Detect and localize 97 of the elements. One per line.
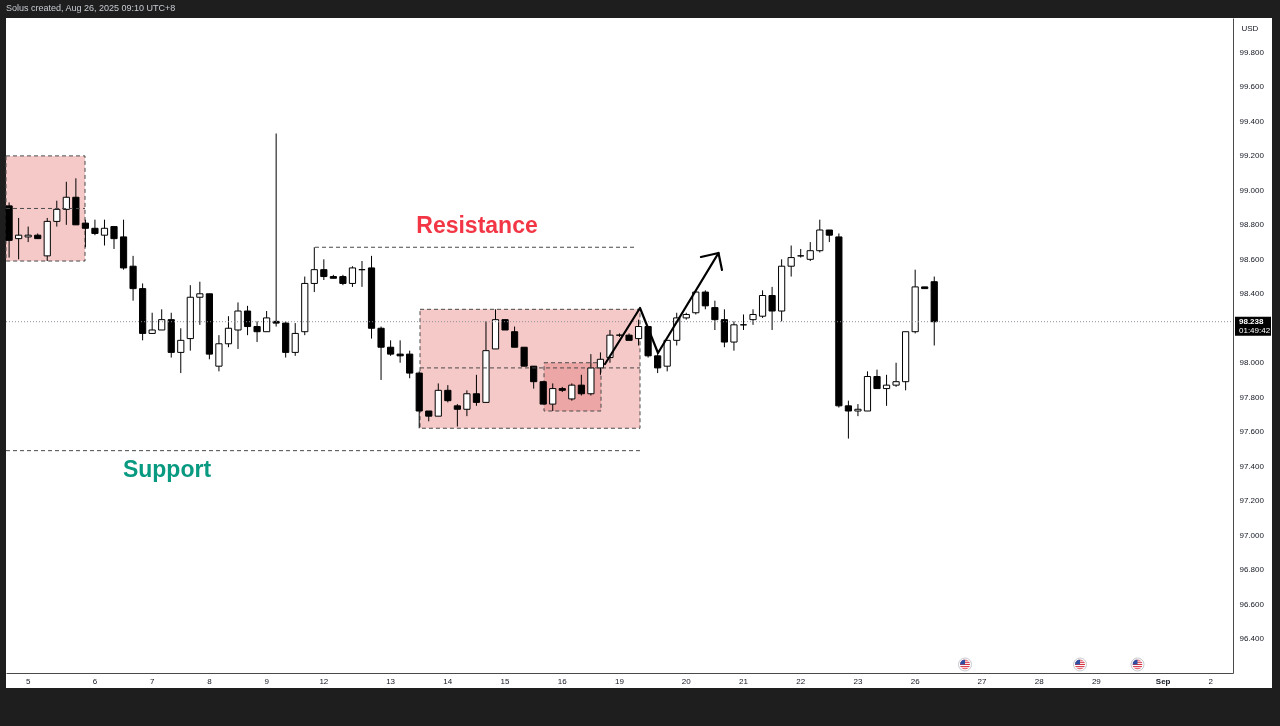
candlestick bbox=[873, 369, 881, 390]
candlestick bbox=[396, 339, 404, 364]
candlestick bbox=[243, 305, 252, 336]
x-tick-label: 23 bbox=[853, 676, 863, 686]
y-tick-label: 98.800 bbox=[1239, 220, 1265, 230]
x-tick-label: 8 bbox=[207, 676, 213, 686]
x-tick-label: 19 bbox=[615, 676, 625, 686]
y-tick-label: 97.400 bbox=[1239, 461, 1265, 471]
candlestick bbox=[758, 289, 767, 319]
ref-line-label: Support bbox=[122, 455, 212, 482]
ref-line-label: Resistance bbox=[416, 212, 538, 239]
candlestick bbox=[100, 219, 109, 247]
candlestick bbox=[158, 308, 166, 331]
candlestick bbox=[730, 320, 738, 352]
candlestick bbox=[711, 300, 719, 331]
y-axis-title: USD bbox=[1241, 23, 1259, 33]
candlestick bbox=[177, 327, 185, 374]
candlestick bbox=[263, 310, 271, 333]
candlestick bbox=[520, 346, 528, 367]
candlestick bbox=[196, 281, 204, 326]
candlestick bbox=[816, 219, 824, 253]
candlestick bbox=[291, 322, 299, 357]
x-tick-label: 6 bbox=[92, 676, 98, 686]
candlestick bbox=[806, 241, 814, 262]
y-tick-label: 99.800 bbox=[1239, 47, 1265, 57]
x-tick-label: 14 bbox=[443, 676, 453, 686]
x-tick-label: 20 bbox=[681, 676, 692, 686]
candlestick bbox=[634, 319, 643, 346]
candlestick bbox=[577, 374, 585, 396]
candlestick bbox=[320, 258, 328, 281]
candlestick bbox=[91, 219, 99, 236]
candlestick bbox=[654, 351, 662, 374]
candlestick bbox=[15, 217, 23, 260]
candlestick bbox=[406, 350, 414, 379]
y-tick-label: 97.000 bbox=[1239, 530, 1265, 540]
x-tick-label: 9 bbox=[264, 676, 270, 686]
x-tick-label: 27 bbox=[977, 676, 987, 686]
candlestick bbox=[510, 326, 519, 348]
candlestick bbox=[844, 400, 852, 440]
candlestick bbox=[215, 334, 223, 372]
candlestick bbox=[768, 286, 776, 331]
x-tick-label: 2 bbox=[1208, 676, 1214, 686]
y-tick-label: 97.800 bbox=[1239, 392, 1265, 402]
x-tick-label: 28 bbox=[1034, 676, 1045, 686]
y-tick-label: 98.600 bbox=[1239, 254, 1265, 264]
y-tick-label: 96.800 bbox=[1239, 565, 1265, 575]
candlestick bbox=[224, 315, 233, 348]
x-tick-label: 21 bbox=[739, 676, 749, 686]
x-tick-label: 5 bbox=[25, 676, 31, 686]
ref-line-label: 98.238 bbox=[1239, 316, 1265, 326]
candlestick bbox=[53, 200, 61, 228]
candlestick bbox=[62, 181, 70, 226]
x-tick-label: 13 bbox=[386, 676, 396, 686]
candlestick bbox=[549, 382, 557, 412]
candlestick bbox=[854, 403, 862, 417]
x-tick-label: Sep bbox=[1155, 676, 1171, 686]
candlestick bbox=[882, 374, 891, 407]
candlestick bbox=[310, 246, 318, 293]
text: 01:49:42 bbox=[1239, 326, 1271, 336]
x-tick-label: 12 bbox=[319, 676, 329, 686]
y-tick-label: 99.000 bbox=[1239, 185, 1265, 195]
candlestick bbox=[453, 403, 461, 428]
y-tick-label: 97.600 bbox=[1239, 427, 1265, 437]
y-tick-label: 96.600 bbox=[1239, 599, 1265, 609]
candlestick bbox=[472, 374, 481, 407]
x-tick-label: 22 bbox=[796, 676, 806, 686]
y-tick-label: 98.000 bbox=[1239, 358, 1265, 368]
candlestick bbox=[596, 351, 605, 376]
x-tick-label: 29 bbox=[1091, 676, 1102, 686]
y-tick-label: 98.400 bbox=[1239, 289, 1265, 299]
y-tick-label: 99.200 bbox=[1239, 151, 1265, 161]
text: Solus created, Aug 26, 2025 09:10 UTC+8 bbox=[6, 3, 176, 14]
candlestick bbox=[129, 255, 137, 302]
candlestick bbox=[787, 245, 795, 278]
y-tick-label: 99.600 bbox=[1239, 82, 1265, 92]
candlestick bbox=[749, 308, 757, 326]
candlestick bbox=[81, 219, 89, 248]
candlestick bbox=[892, 362, 900, 388]
x-tick-label: 15 bbox=[500, 676, 511, 686]
candlestick bbox=[720, 308, 729, 348]
candlestick bbox=[148, 312, 156, 334]
candlestick bbox=[463, 389, 471, 417]
candlestick bbox=[234, 301, 242, 350]
x-tick-label: 7 bbox=[149, 676, 155, 686]
candlestick bbox=[539, 381, 547, 405]
candlestick bbox=[377, 326, 385, 381]
candlestick bbox=[692, 289, 700, 315]
x-tick-label: 26 bbox=[910, 676, 921, 686]
candlestick bbox=[348, 265, 357, 288]
x-tick-label: 16 bbox=[557, 676, 568, 686]
candlestick bbox=[110, 226, 118, 250]
candlestick bbox=[272, 132, 280, 328]
y-tick-label: 99.400 bbox=[1239, 116, 1265, 126]
candlestick bbox=[253, 320, 261, 343]
y-tick-label: 96.400 bbox=[1239, 634, 1265, 644]
candlestick bbox=[701, 289, 709, 310]
y-tick-label: 97.200 bbox=[1239, 496, 1265, 506]
